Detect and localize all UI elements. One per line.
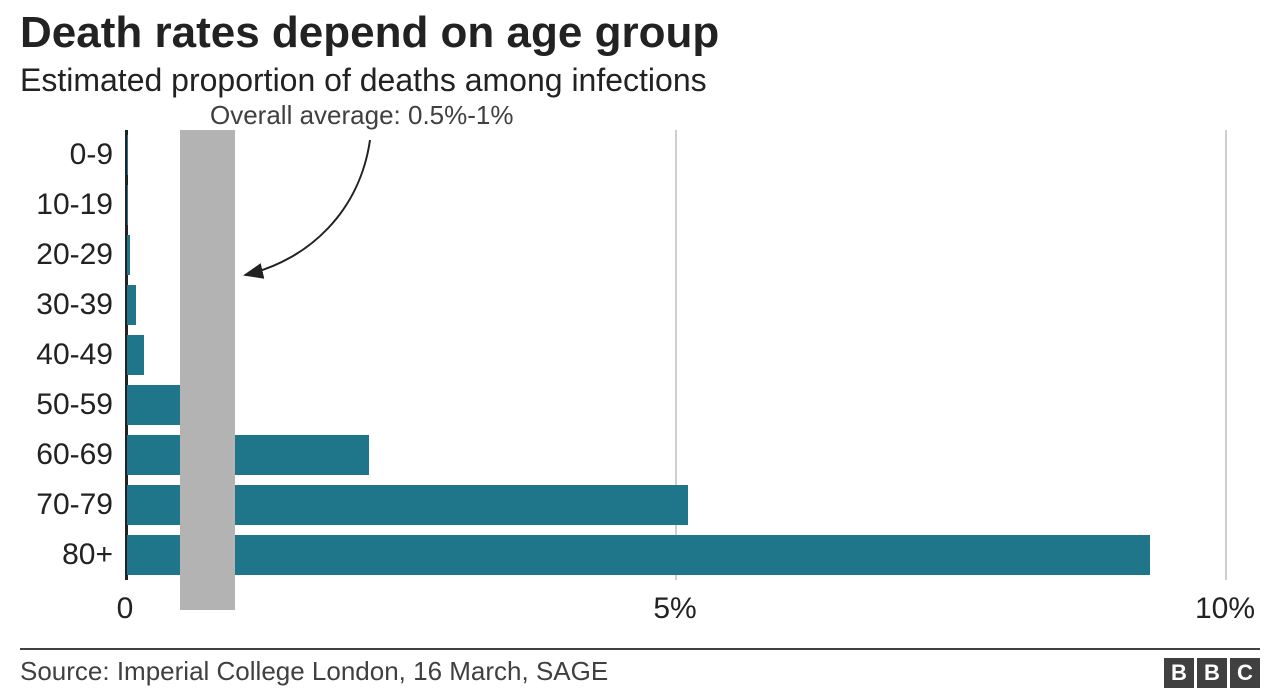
x-tick-label: 10% [1195,592,1255,626]
y-category-label: 80+ [0,530,113,580]
y-category-label: 10-19 [0,180,113,230]
bar-row: 40-49 [125,330,1225,380]
y-category-label: 30-39 [0,280,113,330]
x-tick-label: 5% [653,592,696,626]
gridline [1225,130,1227,580]
bar [127,235,130,275]
bbc-logo-block: C [1230,658,1260,688]
chart-subtitle: Estimated proportion of deaths among inf… [20,62,707,99]
bbc-logo-block: B [1197,658,1227,688]
footer-rule [20,648,1260,650]
bbc-logo: BBC [1164,658,1260,688]
bar-row: 80+ [125,530,1225,580]
average-annotation-label: Overall average: 0.5%-1% [210,100,513,131]
y-category-label: 70-79 [0,480,113,530]
average-band [180,130,235,610]
bar-row: 30-39 [125,280,1225,330]
y-category-label: 60-69 [0,430,113,480]
chart-title: Death rates depend on age group [20,8,719,58]
bar [127,285,136,325]
bar-row: 60-69 [125,430,1225,480]
bbc-logo-block: B [1164,658,1194,688]
bar [127,335,144,375]
x-tick-label: 0 [117,592,134,626]
bar [127,435,369,475]
bar-row: 70-79 [125,480,1225,530]
bar-row: 0-9 [125,130,1225,180]
y-category-label: 0-9 [0,130,113,180]
y-category-label: 50-59 [0,380,113,430]
bar-row: 50-59 [125,380,1225,430]
chart-container: Death rates depend on age group Estimate… [0,0,1280,700]
bar [127,535,1150,575]
bar-row: 20-29 [125,230,1225,280]
y-category-label: 40-49 [0,330,113,380]
source-text: Source: Imperial College London, 16 Marc… [20,656,608,687]
plot-area: 05%10%0-910-1920-2930-3940-4950-5960-697… [125,130,1225,580]
bar-row: 10-19 [125,180,1225,230]
bar [127,185,128,225]
y-category-label: 20-29 [0,230,113,280]
